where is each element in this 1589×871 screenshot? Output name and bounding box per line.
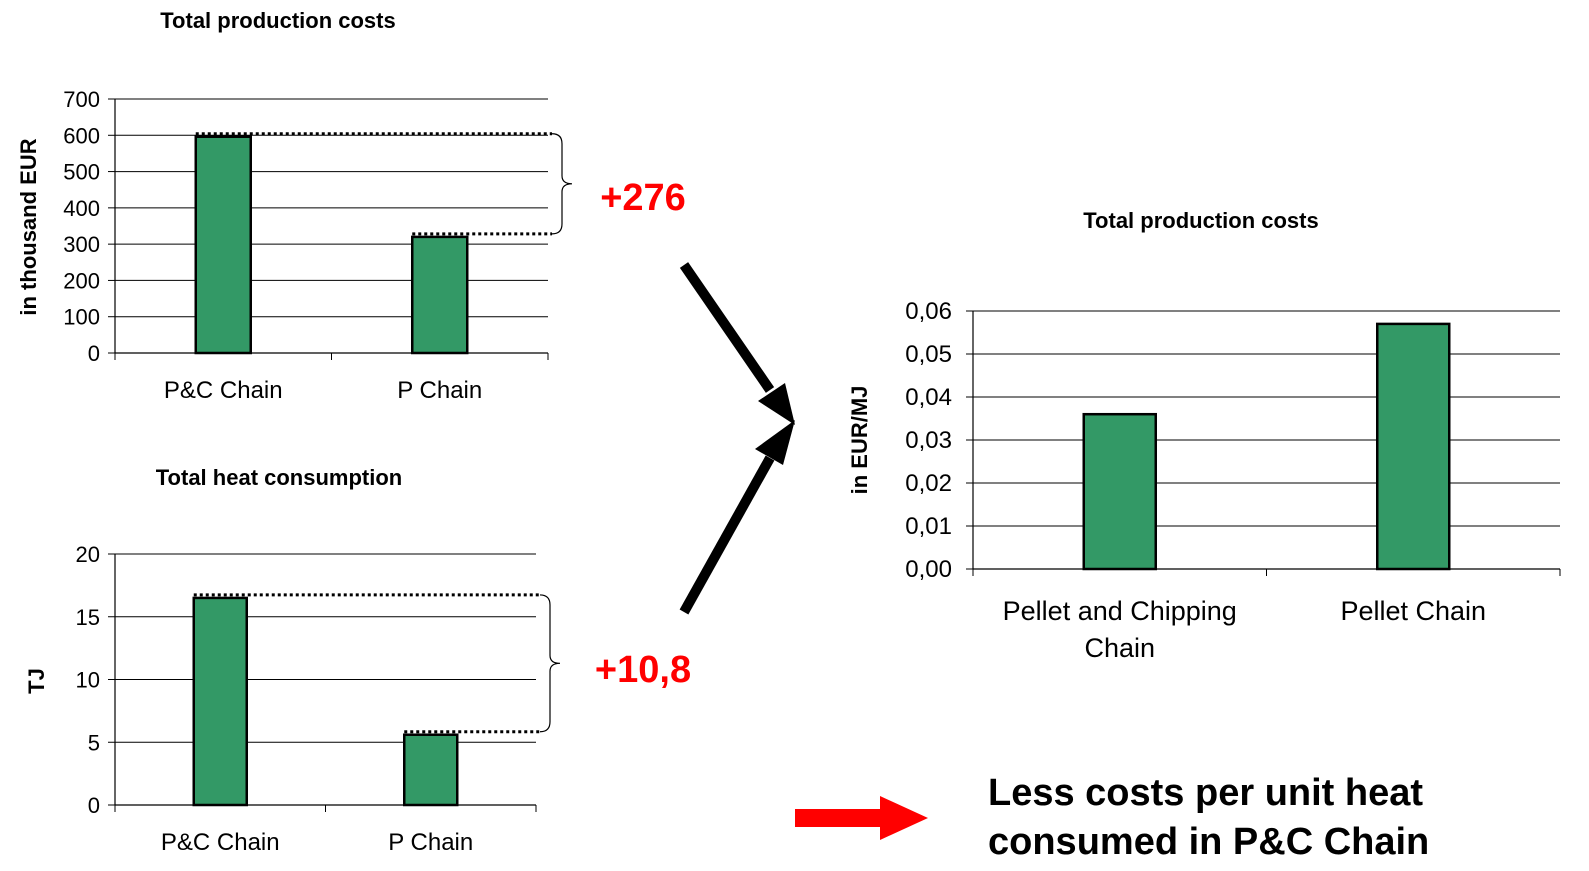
chart3-ylabel: in EUR/MJ: [847, 386, 872, 495]
arrow-up-right-head: [755, 420, 795, 465]
chart1-axes: [114, 99, 549, 360]
arrow-down-right-shaft: [679, 262, 775, 393]
y-tick-label: 0,00: [905, 556, 952, 583]
category-label: Pellet Chain: [1340, 596, 1486, 626]
y-tick-label: 0,05: [905, 341, 952, 368]
chart3-categories: Pellet and Chipping Chain Pellet Chain: [1003, 596, 1486, 663]
y-tick-label: 0,03: [905, 427, 952, 454]
y-tick-label: 20: [76, 542, 100, 567]
chart2-categories: P&C Chain P Chain: [161, 829, 473, 856]
chart1-title: Total production costs: [160, 8, 395, 33]
y-tick-label: 5: [88, 730, 100, 755]
bar: [1376, 322, 1451, 571]
chart-heat-consumption-tj: Total heat consumption TJ 0 5 10 15 20 P&C C…: [24, 465, 691, 856]
chart2-difference-label: +10,8: [595, 649, 691, 691]
chart2-ylabel: TJ: [24, 668, 49, 694]
chart1-difference-label: +276: [600, 177, 686, 219]
chart2-title: Total heat consumption: [156, 465, 402, 490]
y-tick-label: 100: [63, 305, 100, 330]
y-tick-label: 0,01: [905, 513, 952, 540]
chart1-categories: P&C Chain P Chain: [164, 377, 482, 404]
chart-production-costs-thousand-eur: Total production costs in thousand EUR 0…: [16, 8, 686, 404]
y-tick-label: 500: [63, 160, 100, 185]
chart2-axes: [114, 554, 537, 812]
chart1-yticks: 0 100 200 300 400 500 600 700: [63, 87, 115, 366]
arrow-up-right-shaft: [679, 455, 775, 615]
bar: [403, 733, 459, 807]
chart3-gridlines: [973, 310, 1560, 527]
bar: [194, 135, 252, 355]
chart2-difference-annotation: [193, 593, 561, 734]
bar: [411, 235, 469, 355]
conclusion-arrow-head: [880, 796, 928, 840]
chart1-difference-annotation: [195, 132, 573, 236]
y-tick-label: 0,06: [905, 298, 952, 325]
category-label: P Chain: [397, 377, 482, 404]
conclusion-line1: Less costs per unit heat: [988, 772, 1423, 814]
y-tick-label: 0,02: [905, 470, 952, 497]
bar: [192, 596, 248, 807]
bar: [1082, 412, 1157, 571]
chart1-ylabel: in thousand EUR: [16, 138, 41, 315]
chart-production-costs-eur-per-mj: Total production costs in EUR/MJ 0,000,0…: [847, 208, 1561, 663]
chart3-title: Total production costs: [1083, 208, 1318, 233]
category-label: P&C Chain: [164, 377, 283, 404]
y-tick-label: 0: [88, 341, 100, 366]
chart1-gridlines: [115, 98, 548, 318]
y-tick-label: 0,04: [905, 384, 952, 411]
y-tick-label: 0: [88, 793, 100, 818]
chart3-yticks: 0,00 0,01 0,02 0,03 0,04 0,05 0,06: [905, 298, 973, 583]
chart3-axes: [972, 311, 1561, 576]
connector-arrows: [679, 262, 795, 615]
category-label: Pellet and Chipping: [1003, 596, 1237, 626]
conclusion: Less costs per unit heat consumed in P&C…: [795, 772, 1429, 863]
chart2-bars: [192, 596, 459, 807]
conclusion-line2: consumed in P&C Chain: [988, 821, 1429, 863]
chart2-yticks: 0 5 10 15 20: [76, 542, 115, 818]
arrow-down-right-head: [758, 383, 795, 425]
y-tick-label: 300: [63, 232, 100, 257]
y-tick-label: 10: [76, 668, 100, 693]
y-tick-label: 400: [63, 196, 100, 221]
conclusion-arrow-shaft: [795, 809, 883, 827]
y-tick-label: 600: [63, 123, 100, 148]
y-tick-label: 700: [63, 87, 100, 112]
y-tick-label: 200: [63, 268, 100, 293]
curly-brace: [551, 133, 573, 235]
category-label: P&C Chain: [161, 829, 280, 856]
chart3-bars: [1082, 322, 1451, 571]
category-label: P Chain: [388, 829, 473, 856]
chart2-gridlines: [115, 553, 536, 743]
chart1-bars: [194, 135, 469, 355]
category-label: Chain: [1084, 633, 1155, 663]
curly-brace: [539, 594, 561, 733]
y-tick-label: 15: [76, 605, 100, 630]
